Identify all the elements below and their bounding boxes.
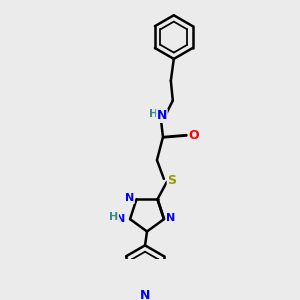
Text: H: H: [109, 212, 119, 222]
Text: N: N: [166, 213, 176, 223]
Text: H: H: [149, 110, 159, 119]
Text: N: N: [157, 109, 167, 122]
Text: N: N: [116, 214, 126, 224]
Text: N: N: [140, 290, 150, 300]
Text: N: N: [125, 193, 134, 203]
Text: O: O: [188, 129, 199, 142]
Text: S: S: [167, 174, 176, 188]
